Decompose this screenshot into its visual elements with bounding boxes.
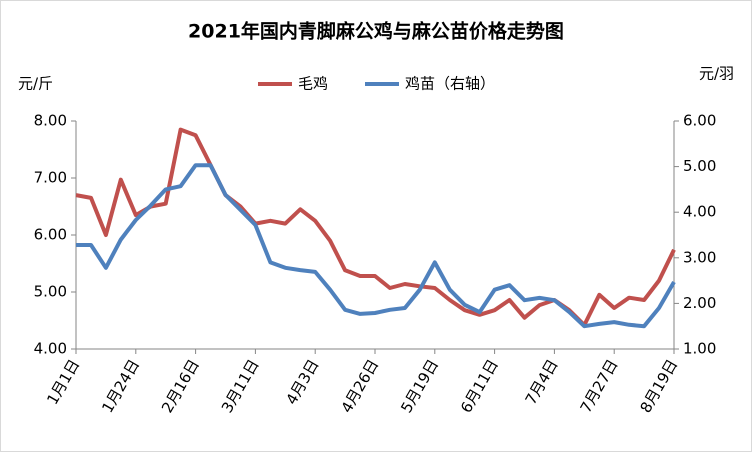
y2-tick-label: 6.00 bbox=[683, 112, 716, 130]
line-series bbox=[76, 163, 676, 329]
y-tick-label: 7.00 bbox=[34, 169, 67, 187]
y-tick-label: 8.00 bbox=[34, 112, 67, 130]
legend-label: 毛鸡 bbox=[298, 75, 328, 93]
y-tick-label: 4.00 bbox=[34, 340, 67, 358]
y-axis-label: 元/斤 bbox=[18, 75, 53, 93]
y2-tick-label: 4.00 bbox=[683, 203, 716, 221]
legend-label: 鸡苗（右轴） bbox=[405, 75, 495, 93]
y-tick-label: 6.00 bbox=[34, 226, 67, 244]
y2-tick-label: 3.00 bbox=[683, 248, 716, 266]
y2-tick-label: 5.00 bbox=[683, 157, 716, 175]
chart-title: 2021年国内青脚麻公鸡与麻公苗价格走势图 bbox=[188, 20, 564, 43]
y-tick-label: 5.00 bbox=[34, 283, 67, 301]
y2-axis-label: 元/羽 bbox=[699, 65, 734, 83]
y2-tick-label: 1.00 bbox=[683, 340, 716, 358]
y2-tick-label: 2.00 bbox=[683, 294, 716, 312]
